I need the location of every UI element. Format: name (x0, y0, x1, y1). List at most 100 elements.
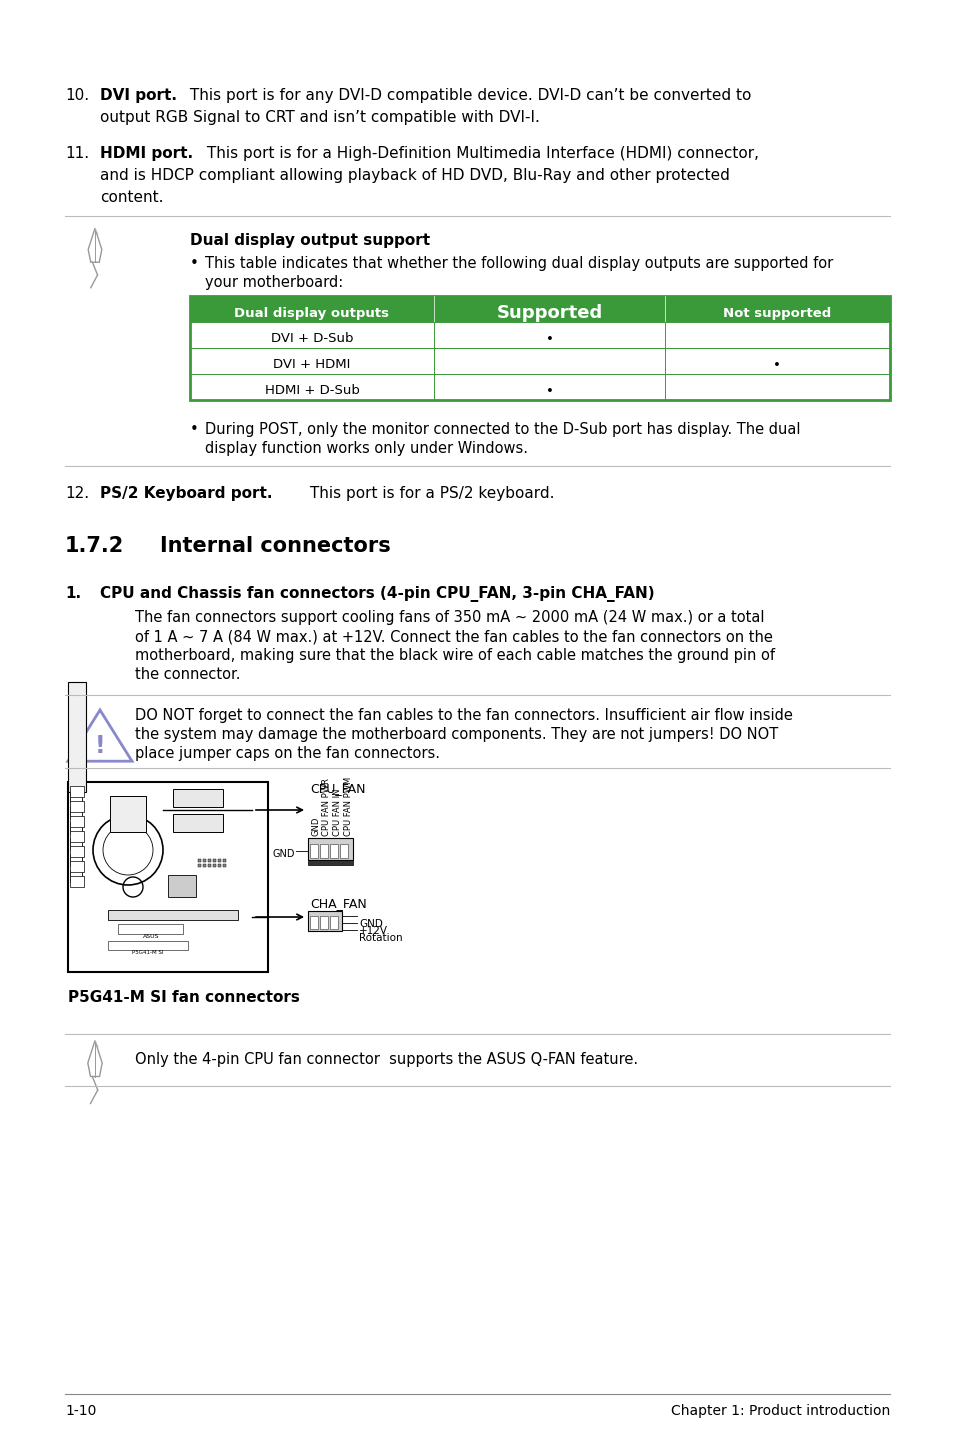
Bar (203, 863, 206, 866)
Bar (208, 863, 211, 866)
Text: Rotation: Rotation (358, 934, 402, 944)
Text: This port is for a High-Definition Multimedia Interface (HDMI) connector,: This port is for a High-Definition Multi… (202, 146, 759, 160)
Bar (213, 863, 215, 866)
Bar (190, 296, 889, 322)
Bar (319, 916, 328, 929)
Bar (68, 782, 268, 972)
Bar (108, 941, 188, 949)
Text: the connector.: the connector. (135, 667, 240, 682)
Bar (70, 871, 82, 882)
Bar (198, 859, 201, 862)
Text: P5G41-M SI: P5G41-M SI (132, 949, 164, 955)
Text: CPU FAN PWM: CPU FAN PWM (344, 776, 354, 836)
Bar (208, 859, 211, 862)
Bar (118, 924, 183, 934)
Bar (70, 816, 84, 828)
Bar (168, 875, 195, 896)
Text: 10.: 10. (65, 87, 89, 103)
Bar (70, 853, 82, 866)
Text: Dual display output support: Dual display output support (190, 233, 430, 248)
Text: P5G41-M SI fan connectors: P5G41-M SI fan connectors (68, 990, 299, 1005)
Bar (310, 843, 317, 858)
Text: •: • (545, 385, 553, 398)
Text: DVI + D-Sub: DVI + D-Sub (271, 332, 353, 345)
Text: 12.: 12. (65, 485, 89, 501)
Text: 11.: 11. (65, 146, 89, 160)
Text: motherboard, making sure that the black wire of each cable matches the ground pi: motherboard, making sure that the black … (135, 649, 774, 663)
Bar (110, 796, 146, 832)
Bar (339, 843, 348, 858)
Text: •: • (545, 332, 553, 345)
Bar (70, 861, 84, 872)
Bar (310, 916, 317, 929)
Text: CPU and Chassis fan connectors (4-pin CPU_FAN, 3-pin CHA_FAN): CPU and Chassis fan connectors (4-pin CP… (100, 586, 654, 601)
Text: !: ! (94, 735, 105, 758)
Text: ASUS: ASUS (143, 934, 159, 939)
Bar (218, 863, 221, 866)
Text: CPU_FAN: CPU_FAN (310, 782, 365, 795)
Bar (70, 876, 84, 886)
Text: •: • (190, 256, 198, 271)
Text: CHA_FAN: CHA_FAN (310, 896, 366, 909)
Bar (213, 859, 215, 862)
Text: The fan connectors support cooling fans of 350 mA ~ 2000 mA (24 W max.) or a tot: The fan connectors support cooling fans … (135, 610, 763, 624)
Bar (218, 859, 221, 862)
Bar (70, 790, 82, 802)
Bar (70, 822, 82, 833)
Text: DVI port.: DVI port. (100, 87, 177, 103)
Bar (203, 859, 206, 862)
Text: This port is for any DVI-D compatible device. DVI-D can’t be converted to: This port is for any DVI-D compatible de… (185, 87, 751, 103)
Bar (330, 843, 337, 858)
Text: Chapter 1: Product introduction: Chapter 1: Product introduction (670, 1403, 889, 1418)
Bar (108, 909, 237, 919)
Text: HDMI + D-Sub: HDMI + D-Sub (264, 385, 359, 398)
Text: DO NOT forget to connect the fan cables to the fan connectors. Insufficient air : DO NOT forget to connect the fan cables … (135, 707, 792, 723)
Bar (308, 861, 353, 865)
Bar (190, 322, 889, 348)
Bar (70, 846, 84, 856)
Bar (172, 789, 223, 808)
Bar (172, 813, 223, 832)
Text: output RGB Signal to CRT and isn’t compatible with DVI-I.: output RGB Signal to CRT and isn’t compa… (100, 110, 539, 125)
Bar (308, 911, 341, 931)
Text: Dual display outputs: Dual display outputs (234, 306, 389, 319)
Bar (223, 863, 226, 866)
Text: display function works only under Windows.: display function works only under Window… (205, 441, 527, 455)
Bar (198, 863, 201, 866)
Text: GND: GND (273, 849, 294, 859)
Bar (70, 838, 82, 851)
Text: PS/2 Keyboard port.: PS/2 Keyboard port. (100, 485, 273, 501)
Text: CPU FAN IN: CPU FAN IN (334, 789, 342, 836)
Text: place jumper caps on the fan connectors.: place jumper caps on the fan connectors. (135, 746, 439, 760)
Text: +12V: +12V (358, 927, 388, 937)
Text: During POST, only the monitor connected to the D-Sub port has display. The dual: During POST, only the monitor connected … (205, 422, 800, 437)
Text: Supported: Supported (496, 304, 602, 322)
Text: GND: GND (312, 816, 320, 836)
Text: •: • (190, 422, 198, 437)
Text: 1-10: 1-10 (65, 1403, 96, 1418)
Text: This port is for a PS/2 keyboard.: This port is for a PS/2 keyboard. (305, 485, 554, 501)
Bar (319, 843, 328, 858)
Bar (68, 682, 86, 792)
Bar (190, 348, 889, 374)
Text: your motherboard:: your motherboard: (205, 275, 343, 291)
Text: 1.7.2: 1.7.2 (65, 536, 124, 556)
Bar (190, 374, 889, 400)
Text: DVI + HDMI: DVI + HDMI (273, 358, 351, 371)
Text: content.: content. (100, 190, 163, 205)
Bar (190, 296, 889, 400)
Text: GND: GND (358, 919, 382, 929)
Bar (223, 859, 226, 862)
Text: HDMI port.: HDMI port. (100, 146, 193, 160)
Text: •: • (772, 358, 781, 371)
Text: CPU FAN PWR: CPU FAN PWR (322, 778, 331, 836)
Bar (70, 806, 82, 818)
Text: Not supported: Not supported (722, 306, 830, 319)
Text: Only the 4-pin CPU fan connector  supports the ASUS Q-FAN feature.: Only the 4-pin CPU fan connector support… (135, 1053, 638, 1067)
Text: 1.: 1. (65, 586, 81, 601)
Text: of 1 A ~ 7 A (84 W max.) at +12V. Connect the fan cables to the fan connectors o: of 1 A ~ 7 A (84 W max.) at +12V. Connec… (135, 629, 772, 644)
Bar (70, 831, 84, 842)
Text: the system may damage the motherboard components. They are not jumpers! DO NOT: the system may damage the motherboard co… (135, 727, 778, 742)
Bar (70, 786, 84, 798)
Bar (308, 838, 353, 861)
